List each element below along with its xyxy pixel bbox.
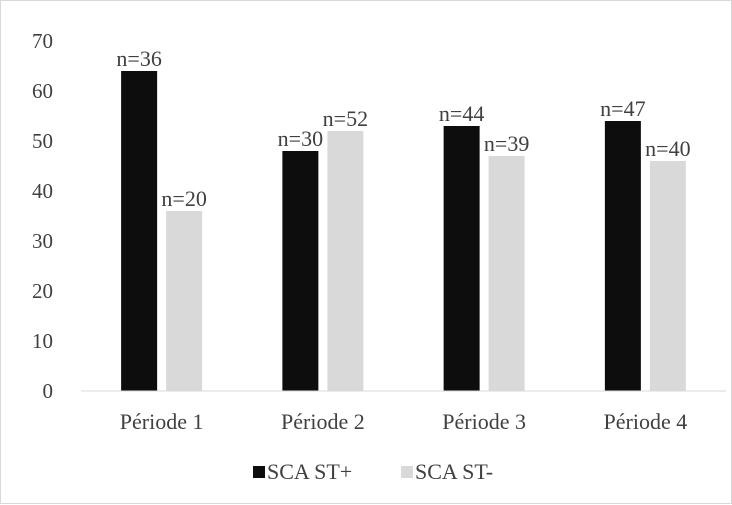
- data-label-2-2: n=52: [323, 106, 368, 131]
- bar-1-1: [121, 71, 158, 391]
- bar-2-1: [166, 211, 203, 391]
- bar-2-3: [488, 156, 525, 391]
- bar-1-4: [604, 121, 641, 391]
- y-tick-label-50: 50: [32, 129, 53, 153]
- bar-2-2: [327, 131, 364, 391]
- x-tick-label-4: Période 4: [604, 409, 688, 434]
- x-tick-label-3: Période 3: [442, 409, 526, 434]
- legend-swatch-2: [401, 466, 413, 478]
- x-tick-label-2: Période 2: [281, 409, 365, 434]
- y-tick-label-20: 20: [32, 279, 53, 303]
- legend: SCA ST+ SCA ST-: [253, 459, 493, 484]
- data-label-1-4: n=47: [600, 96, 645, 121]
- data-labels: n=36 n=20 n=30n=52 n=44n=39 n=47n=40: [116, 46, 690, 211]
- bars: [121, 71, 686, 391]
- data-label-2-4: n=40: [645, 136, 690, 161]
- data-label-1-2: n=30: [278, 126, 323, 151]
- data-label-2-1: n=20: [161, 186, 206, 211]
- y-tick-label-40: 40: [32, 179, 53, 203]
- y-tick-label-60: 60: [32, 79, 53, 103]
- data-label-1-1: n=36: [116, 46, 161, 71]
- x-axis: Période 1 Période 2 Période 3 Période 4: [81, 390, 726, 434]
- bar-2-4: [649, 161, 686, 391]
- legend-label-2: SCA ST-: [415, 459, 493, 484]
- x-tick-label-1: Période 1: [120, 409, 204, 434]
- y-tick-label-30: 30: [32, 229, 53, 253]
- bar-1-2: [282, 151, 319, 391]
- legend-label-1: SCA ST+: [267, 459, 352, 484]
- legend-swatch-1: [253, 466, 265, 478]
- bar-1-3: [443, 126, 480, 391]
- data-label-1-3: n=44: [439, 101, 484, 126]
- y-tick-label-70: 70: [32, 29, 53, 53]
- y-tick-label-10: 10: [32, 329, 53, 353]
- data-label-2-3: n=39: [484, 131, 529, 156]
- y-axis: 0 10 20 30 40 50 60 70: [32, 29, 53, 403]
- y-tick-label-0: 0: [43, 379, 54, 403]
